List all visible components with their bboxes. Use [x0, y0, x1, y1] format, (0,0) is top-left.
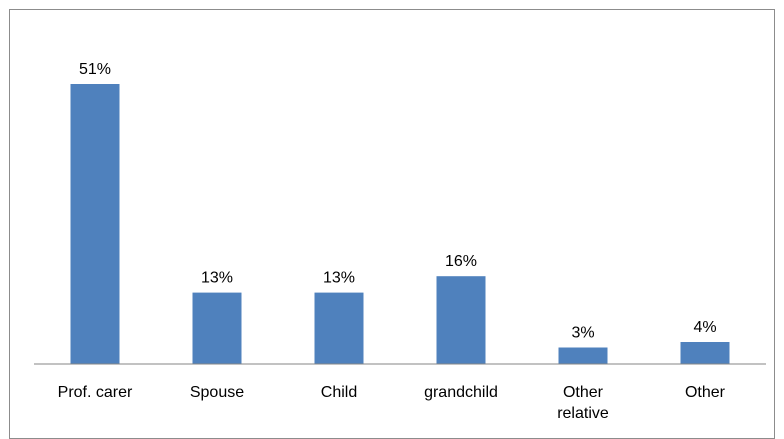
- x-tick-label-5: Other: [685, 384, 726, 401]
- chart-frame: [9, 9, 775, 439]
- data-label-3: 16%: [445, 253, 477, 270]
- data-label-2: 13%: [323, 270, 355, 287]
- bar-5: [680, 342, 730, 364]
- bars-group: [70, 84, 730, 364]
- data-label-4: 3%: [571, 325, 594, 342]
- bar-4: [558, 347, 608, 364]
- bar-0: [70, 84, 120, 364]
- data-labels-group: 51% 13% 13% 16% 3% 4%: [79, 61, 717, 342]
- data-label-1: 13%: [201, 270, 233, 287]
- x-tick-label-4: Other relative: [557, 384, 609, 422]
- data-label-0: 51%: [79, 61, 111, 78]
- data-label-5: 4%: [693, 319, 716, 336]
- x-tick-labels-group: Prof. carer Spouse Child grandchild Other rel…: [58, 384, 726, 422]
- bar-1: [192, 292, 242, 364]
- x-tick-label-0: Prof. carer: [58, 384, 133, 401]
- bar-3: [436, 276, 486, 364]
- x-tick-label-3: grandchild: [424, 384, 498, 401]
- bar-2: [314, 292, 364, 364]
- x-tick-label-2: Child: [321, 384, 357, 401]
- x-tick-label-1: Spouse: [190, 384, 244, 401]
